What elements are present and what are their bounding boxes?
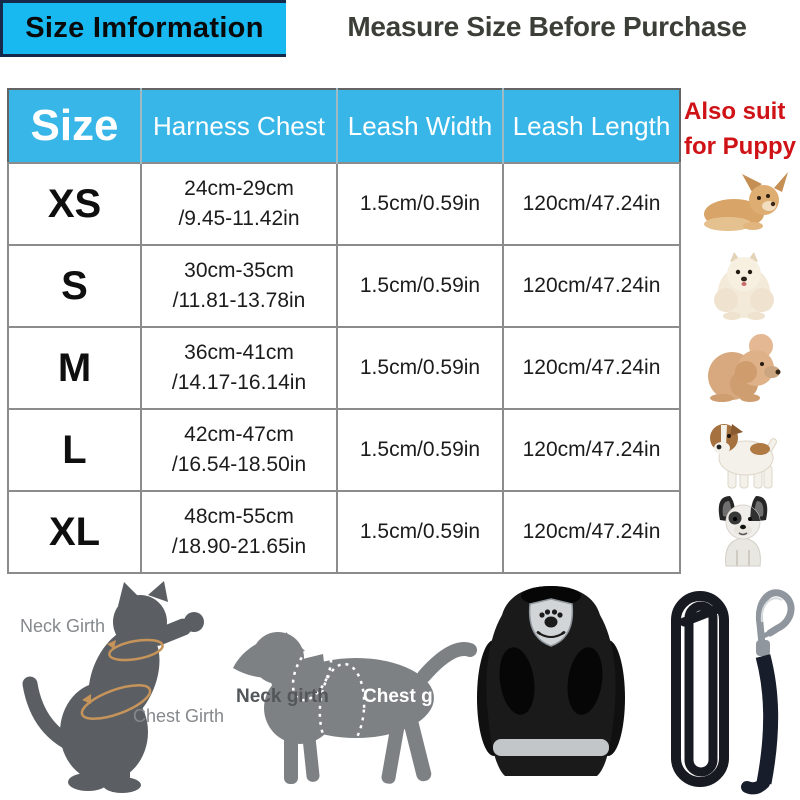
dog-body: [233, 632, 477, 784]
metal-clip-hook-icon: [755, 589, 795, 656]
leash-length-s: 120cm/47.24in: [502, 244, 681, 328]
col-header-harness-chest: Harness Chest: [140, 89, 337, 163]
leash-width-l: 1.5cm/0.59in: [336, 408, 504, 492]
size-xs: XS: [7, 162, 142, 246]
chest-cm: 36cm-41cm: [184, 341, 294, 364]
cat-neck-girth-label: Neck Girth: [20, 616, 106, 636]
size-xl: XL: [7, 490, 142, 574]
size-l: L: [7, 408, 142, 492]
chest-in: /16.54-18.50in: [171, 453, 307, 476]
chest-xs: 24cm-29cm /9.45-11.42in: [140, 162, 338, 246]
jack-russell-photo: [710, 424, 777, 489]
leash-length-l: 120cm/47.24in: [502, 408, 681, 492]
banner-label: Size Imformation: [25, 12, 264, 44]
chest-l: 42cm-47cm /16.54-18.50in: [140, 408, 338, 492]
poodle-photo: [708, 334, 781, 402]
chihuahua-photo: [704, 172, 788, 231]
french-bulldog-photo: [718, 496, 768, 567]
chest-in: /11.81-13.78in: [172, 289, 306, 312]
table-row: S 30cm-35cm /11.81-13.78in 1.5cm/0.59in …: [7, 244, 681, 328]
table-row: XL 48cm-55cm /18.90-21.65in 1.5cm/0.59in…: [7, 490, 681, 574]
chest-m: 36cm-41cm /14.17-16.14in: [140, 326, 338, 410]
reflective-stripe: [493, 739, 609, 756]
cat-measure-silhouette: [22, 581, 204, 793]
leash-length-xl: 120cm/47.24in: [502, 490, 681, 574]
coiled-leash: [671, 591, 729, 787]
table-row: XS 24cm-29cm /9.45-11.42in 1.5cm/0.59in …: [7, 162, 681, 246]
leash-length-xs: 120cm/47.24in: [502, 162, 681, 246]
col-header-leash-length: Leash Length: [502, 89, 680, 163]
dog-girth-dotted-lines: [291, 642, 366, 754]
leash-strap: [741, 654, 779, 795]
table-row: L 42cm-47cm /16.54-18.50in 1.5cm/0.59in …: [7, 408, 681, 492]
leash-width-m: 1.5cm/0.59in: [336, 326, 504, 410]
leash-width-s: 1.5cm/0.59in: [336, 244, 504, 328]
note-line2: for Puppy: [684, 133, 796, 160]
dog-chest-girth-label: Chest girth: [363, 686, 464, 707]
chest-cm: 48cm-55cm: [184, 505, 294, 528]
cat-body: [22, 581, 204, 793]
black-leash-with-clip-photo: [671, 589, 795, 795]
chest-s: 30cm-35cm /11.81-13.78in: [140, 244, 338, 328]
dog-neck-girth-label: Neck girth: [236, 686, 329, 707]
chest-cm: 30cm-35cm: [184, 259, 294, 282]
chest-cm: 42cm-47cm: [184, 423, 294, 446]
pomeranian-photo: [714, 252, 774, 320]
page-title: Measure Size Before Purchase: [347, 11, 747, 42]
chest-xl: 48cm-55cm /18.90-21.65in: [140, 490, 338, 574]
size-information-banner: Size Imformation: [0, 0, 286, 57]
table-row: M 36cm-41cm /14.17-16.14in 1.5cm/0.59in …: [7, 326, 681, 410]
leash-length-m: 120cm/47.24in: [502, 326, 681, 410]
dog-measure-silhouette: [233, 632, 477, 784]
size-s: S: [7, 244, 142, 328]
table-header-row: Size Harness Chest Leash Width Leash Len…: [8, 89, 680, 163]
size-table: Size Harness Chest Leash Width Leash Len…: [7, 88, 681, 574]
leash-width-xl: 1.5cm/0.59in: [336, 490, 504, 574]
also-suit-for-puppy-note: Also suit for Puppy: [684, 94, 800, 164]
chest-cm: 24cm-29cm: [184, 177, 294, 200]
chest-in: /9.45-11.42in: [178, 207, 300, 230]
paw-badge-icon: [528, 598, 574, 647]
size-m: M: [7, 326, 142, 410]
chest-in: /18.90-21.65in: [171, 535, 307, 558]
leash-width-xs: 1.5cm/0.59in: [336, 162, 504, 246]
col-header-size: Size: [8, 89, 141, 163]
black-mesh-harness-photo: [477, 586, 625, 776]
girth-measure-arrows: [80, 638, 164, 720]
col-header-leash-width: Leash Width: [336, 89, 503, 163]
note-line1: Also suit: [684, 98, 786, 125]
chest-in: /14.17-16.14in: [171, 371, 307, 394]
cat-chest-girth-label: Chest Girth: [133, 706, 225, 726]
